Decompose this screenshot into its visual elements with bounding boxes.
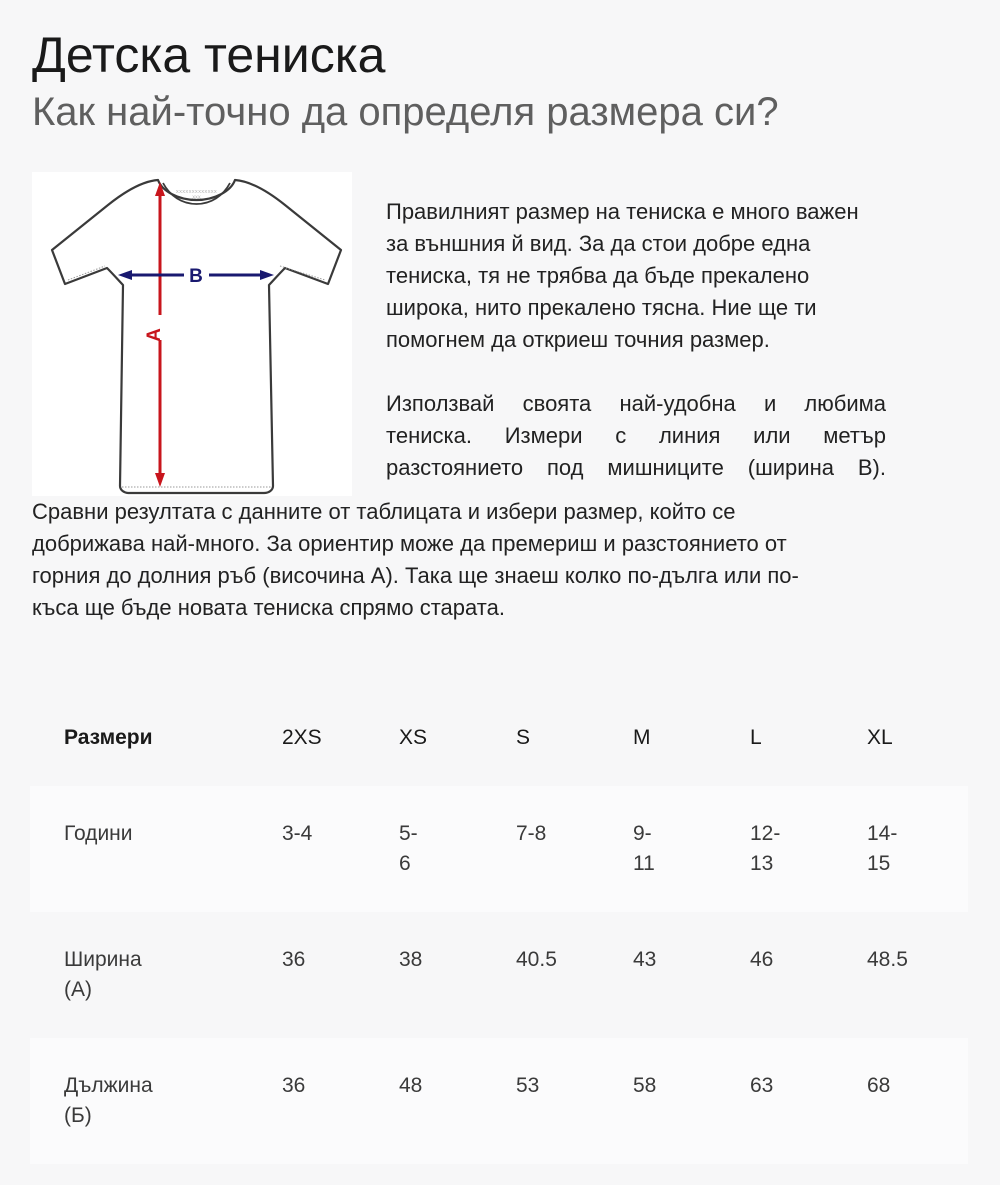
- svg-text:XXX: XXX: [192, 195, 201, 200]
- svg-text:XXXXXXXXXXXXX: XXXXXXXXXXXXX: [176, 189, 217, 194]
- svg-text:B: B: [189, 266, 203, 287]
- svg-text:A: A: [144, 328, 165, 342]
